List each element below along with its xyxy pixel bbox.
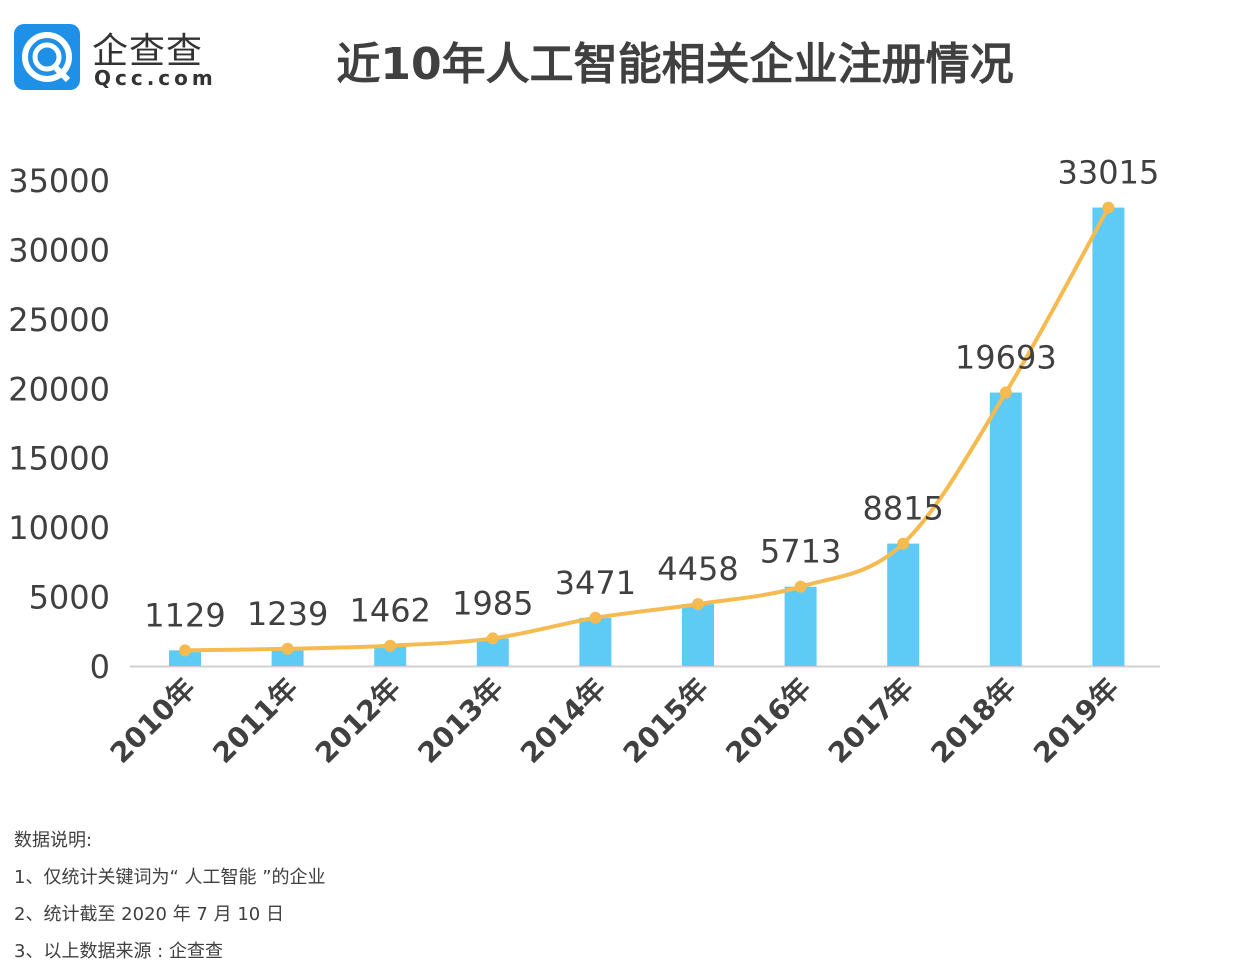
- notes-heading: 数据说明:: [14, 830, 93, 851]
- data-label: 4458: [657, 550, 738, 588]
- line-point: [384, 639, 397, 652]
- data-label: 8815: [862, 490, 943, 528]
- data-label: 1239: [247, 595, 328, 633]
- data-label: 3471: [555, 564, 636, 602]
- line-point: [1102, 201, 1115, 214]
- bar: [989, 392, 1022, 666]
- note-item: 2、统计截至 2020 年 7 月 10 日: [14, 904, 284, 925]
- line-point: [281, 642, 294, 655]
- bar: [169, 650, 201, 666]
- y-tick-label: 20000: [8, 370, 110, 408]
- x-tick-label: 2017年: [822, 672, 920, 770]
- data-notes: 数据说明: 1、仅统计关键词为“ 人工智能 ”的企业 2、统计截至 2020 年…: [14, 822, 326, 970]
- bar: [271, 648, 304, 666]
- data-label: 19693: [955, 339, 1057, 377]
- line-point: [692, 598, 704, 611]
- x-tick-label: 2015年: [617, 672, 715, 770]
- x-tick-label: 2011年: [206, 672, 304, 770]
- x-tick-label: 2016年: [719, 672, 817, 770]
- y-tick-label: 5000: [29, 579, 110, 617]
- y-tick-label: 0: [90, 648, 110, 686]
- bar: [579, 617, 612, 666]
- line-point: [486, 632, 499, 645]
- y-tick-label: 25000: [8, 301, 110, 339]
- x-tick-label: 2010年: [104, 672, 202, 770]
- y-tick-label: 30000: [8, 231, 110, 269]
- x-tick-label: 2012年: [309, 672, 407, 770]
- series-line: [184, 206, 1111, 653]
- line-point: [794, 580, 807, 593]
- bar: [784, 586, 817, 666]
- x-tick-label: 2018年: [925, 672, 1023, 770]
- data-label: 1462: [349, 592, 430, 630]
- line-point: [999, 386, 1012, 399]
- bar: [1092, 207, 1125, 666]
- note-item: 1、仅统计关键词为“ 人工智能 ”的企业: [14, 867, 326, 888]
- y-tick-label: 15000: [8, 440, 110, 478]
- y-tick-label: 35000: [8, 162, 110, 200]
- chart: 0 5000 10000 15000 20000 25000 30000 35000 2010年…: [8, 154, 1160, 770]
- bar: [682, 604, 714, 666]
- line-point: [179, 644, 191, 657]
- bar: [374, 645, 407, 666]
- data-label: 33015: [1058, 154, 1160, 192]
- x-tick-label: 2019年: [1027, 672, 1125, 770]
- data-label: 1985: [452, 584, 533, 622]
- x-tick-label: 2013年: [412, 672, 510, 770]
- line-point: [897, 537, 910, 550]
- qcc-logo-icon: [14, 24, 80, 90]
- x-tick-label: 2014年: [514, 672, 612, 770]
- bar: [887, 543, 920, 666]
- line-point: [589, 611, 602, 624]
- logo-domain: Qcc.com: [94, 66, 217, 90]
- logo-text: 企查查: [92, 31, 204, 72]
- y-tick-label: 10000: [8, 509, 110, 547]
- data-label: 5713: [760, 533, 841, 571]
- chart-title: 近10年人工智能相关企业注册情况: [336, 39, 1014, 90]
- data-label: 1129: [144, 596, 225, 634]
- note-item: 3、以上数据来源 : 企查查: [14, 941, 223, 962]
